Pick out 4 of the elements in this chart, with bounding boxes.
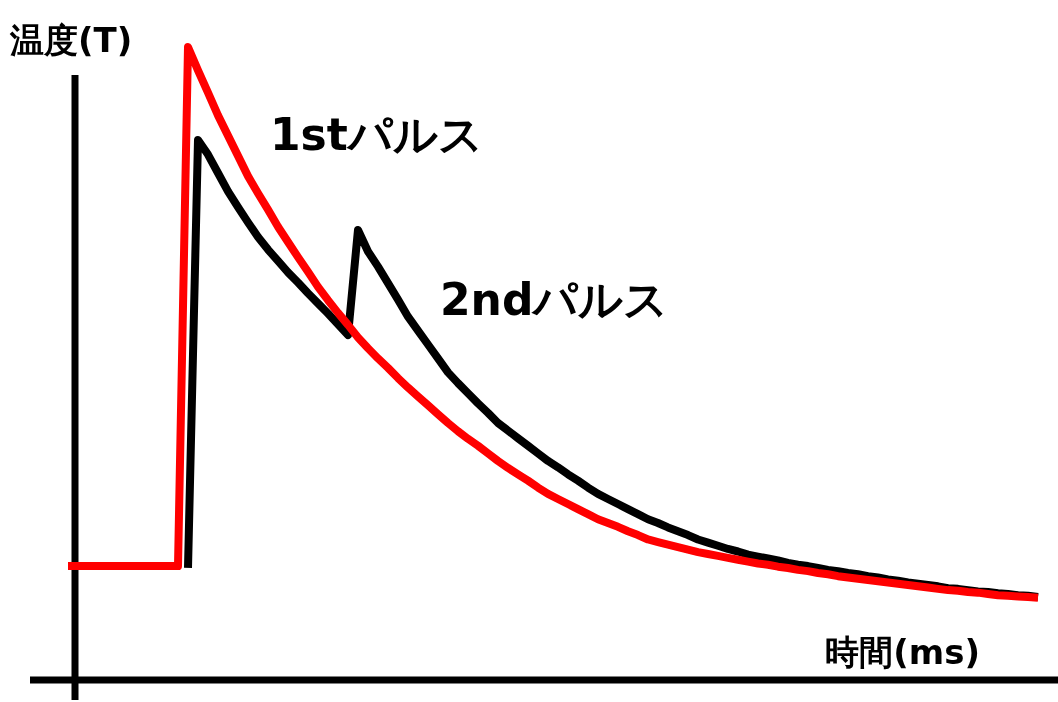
xlabel: 時間(ms)	[825, 632, 980, 672]
annotation: 2ndパルス	[440, 274, 669, 325]
ylabel: 温度(T)	[10, 20, 133, 60]
annotation: 1stパルス	[270, 109, 483, 160]
